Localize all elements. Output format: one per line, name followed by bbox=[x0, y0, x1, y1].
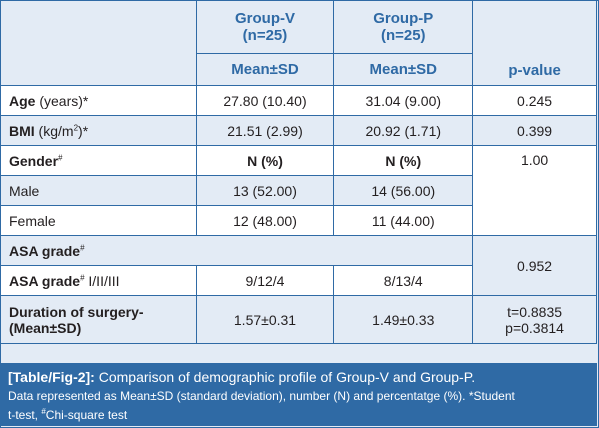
gender-label: Gender bbox=[9, 152, 59, 169]
female-p: 11 (44.00) bbox=[333, 205, 474, 236]
row-gender: Gender# N (%) N (%) 1.00 bbox=[0, 145, 597, 236]
bmi-p: 20.92 (1.71) bbox=[333, 115, 474, 146]
bmi-unit: (kg/m bbox=[34, 122, 74, 139]
duration-p: 1.49±0.33 bbox=[333, 295, 474, 344]
pvalue-header: p-value bbox=[472, 0, 597, 86]
gender-pvalue: 1.00 bbox=[472, 145, 597, 236]
caption-note-line1: Data represented as Mean±SD (standard de… bbox=[8, 389, 515, 403]
group-p-header: Group-P (n=25) bbox=[333, 0, 474, 54]
male-label: Male bbox=[0, 175, 197, 206]
female-v: 12 (48.00) bbox=[195, 205, 335, 236]
asa-mark: # bbox=[80, 242, 85, 252]
stat-p-header: Mean±SD bbox=[333, 53, 474, 86]
group-v-n: (n=25) bbox=[242, 27, 288, 44]
male-v: 13 (52.00) bbox=[195, 175, 335, 206]
caption-note2-b: Chi-square test bbox=[45, 408, 128, 422]
caption-note2-mark: # bbox=[41, 407, 46, 416]
stat-v-header: Mean±SD bbox=[195, 53, 335, 86]
caption-title-line: [Table/Fig-2]: Comparison of demographic… bbox=[8, 369, 589, 386]
table-caption: [Table/Fig-2]: Comparison of demographic… bbox=[0, 363, 597, 426]
gender-v: N (%) bbox=[195, 145, 335, 176]
caption-note2-a: t-test, bbox=[8, 408, 42, 422]
caption-note-line2: t-test, #Chi-square test bbox=[8, 404, 589, 423]
caption-note: Data represented as Mean±SD (standard de… bbox=[8, 388, 589, 423]
bmi-v: 21.51 (2.99) bbox=[195, 115, 335, 146]
row-asa-label: ASA grade# bbox=[0, 235, 474, 266]
group-v-title: Group-V bbox=[234, 10, 295, 27]
header-blank-cell bbox=[0, 0, 197, 86]
age-unit: (years) bbox=[35, 92, 83, 109]
row-asa-detail-label: ASA grade# I/II/III bbox=[0, 265, 197, 296]
asa-detail-suffix: I/II/III bbox=[84, 272, 120, 289]
gender-mark: # bbox=[58, 152, 63, 162]
asa-detail-label: ASA grade bbox=[9, 272, 81, 289]
duration-label-line2: (Mean±SD) bbox=[9, 319, 82, 336]
row-age-label: Age (years)* bbox=[0, 85, 197, 116]
age-mark: * bbox=[82, 92, 89, 109]
row-duration-label: Duration of surgery- (Mean±SD) bbox=[0, 295, 197, 344]
bmi-mark: * bbox=[82, 122, 89, 139]
row-duration: Duration of surgery- (Mean±SD) 1.57±0.31… bbox=[0, 295, 597, 344]
duration-pvalue: t=0.8835 p=0.3814 bbox=[472, 295, 597, 344]
age-p: 31.04 (9.00) bbox=[333, 85, 474, 116]
age-label: Age bbox=[9, 92, 36, 109]
row-asa: ASA grade# 0.952 bbox=[0, 235, 597, 296]
bmi-unit-sup: 2 bbox=[73, 122, 79, 132]
group-v-header: Group-V (n=25) bbox=[195, 0, 335, 54]
row-bmi-label: BMI (kg/m2)* bbox=[0, 115, 197, 146]
age-pvalue: 0.245 bbox=[472, 85, 597, 116]
caption-title: Comparison of demographic profile of Gro… bbox=[94, 369, 476, 385]
pvalue-header-label: p-value bbox=[508, 62, 561, 79]
gender-p: N (%) bbox=[333, 145, 474, 176]
bmi-label: BMI bbox=[9, 122, 35, 139]
female-label: Female bbox=[0, 205, 197, 236]
male-p: 14 (56.00) bbox=[333, 175, 474, 206]
group-p-n: (n=25) bbox=[380, 27, 426, 44]
header-row-groups: Group-V (n=25) Group-P (n=25) p-value bbox=[0, 0, 597, 86]
row-gender-label: Gender# bbox=[0, 145, 197, 176]
asa-pvalue: 0.952 bbox=[472, 235, 597, 296]
row-bmi: BMI (kg/m2)* 21.51 (2.99) 20.92 (1.71) 0… bbox=[0, 115, 597, 146]
asa-detail-p: 8/13/4 bbox=[333, 265, 474, 296]
asa-label: ASA grade bbox=[9, 242, 81, 259]
asa-detail-mark: # bbox=[80, 272, 85, 282]
duration-pvalue-line1: t=0.8835 bbox=[507, 303, 563, 320]
duration-v: 1.57±0.31 bbox=[195, 295, 335, 344]
age-v: 27.80 (10.40) bbox=[195, 85, 335, 116]
caption-tag: [Table/Fig-2]: bbox=[8, 369, 95, 385]
bmi-unit-close: ) bbox=[78, 122, 83, 139]
demographic-table: Group-V (n=25) Group-P (n=25) p-value Me… bbox=[0, 0, 597, 344]
bmi-pvalue: 0.399 bbox=[472, 115, 597, 146]
group-p-title: Group-P bbox=[373, 10, 434, 27]
duration-label-line1: Duration of surgery- bbox=[9, 303, 144, 320]
duration-pvalue-line2: p=0.3814 bbox=[505, 319, 564, 336]
row-age: Age (years)* 27.80 (10.40) 31.04 (9.00) … bbox=[0, 85, 597, 116]
asa-detail-v: 9/12/4 bbox=[195, 265, 335, 296]
